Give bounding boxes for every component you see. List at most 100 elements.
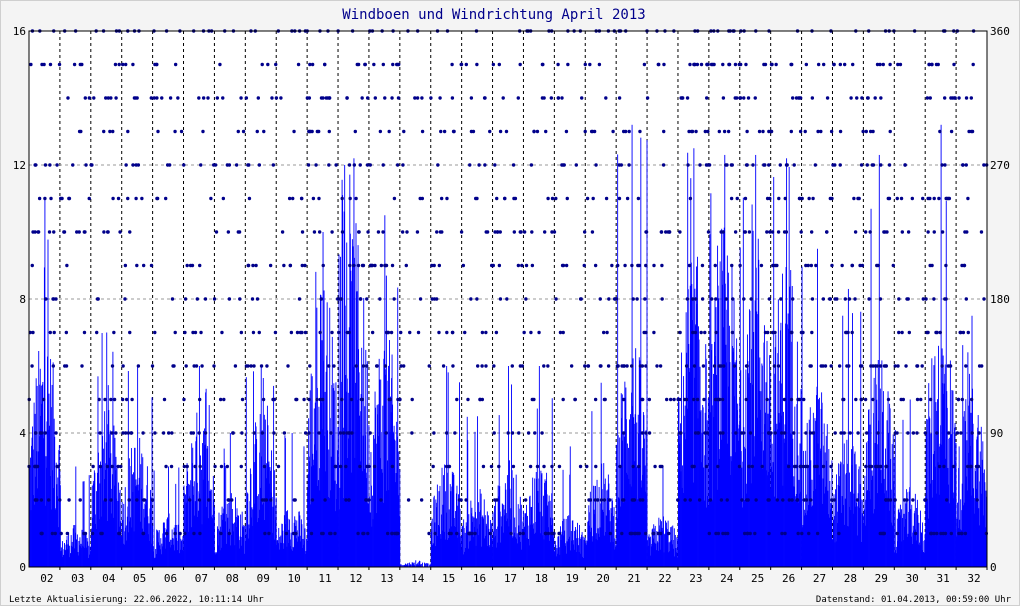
direction-point <box>150 364 155 368</box>
gust-bar <box>664 534 665 567</box>
gust-bar <box>695 266 697 567</box>
gust-bar <box>983 515 985 567</box>
gust-bar <box>716 489 718 567</box>
direction-point <box>57 62 62 67</box>
gust-bar <box>37 488 39 567</box>
gust-bar <box>760 391 762 567</box>
gust-bar <box>79 537 81 567</box>
gust-bar <box>476 518 477 567</box>
gust-bar <box>869 491 870 567</box>
direction-point <box>960 397 965 402</box>
direction-point <box>932 531 936 536</box>
gust-bar <box>211 489 213 567</box>
gust-bar <box>874 443 876 567</box>
direction-point <box>505 297 509 301</box>
direction-point <box>410 397 414 402</box>
direction-point <box>685 96 690 100</box>
gust-bar <box>444 464 446 567</box>
direction-point <box>970 129 975 134</box>
direction-point <box>662 62 666 67</box>
x-tick-label: 14 <box>411 572 425 585</box>
gust-bar <box>488 545 490 567</box>
gust-bar <box>646 140 648 567</box>
direction-point <box>837 531 841 536</box>
gust-bar <box>851 449 852 567</box>
gust-bar <box>265 463 267 567</box>
direction-point <box>269 498 273 502</box>
gust-bar <box>455 493 457 567</box>
gust-bar <box>673 528 675 567</box>
direction-point <box>735 196 739 201</box>
gust-bar <box>141 528 143 567</box>
gust-bar <box>312 459 314 567</box>
gust-bar <box>858 469 860 567</box>
direction-point <box>718 431 723 435</box>
direction-point <box>124 397 129 402</box>
gust-bar <box>472 516 474 567</box>
direction-point <box>389 330 394 335</box>
gust-bar <box>954 427 955 567</box>
gust-bar <box>859 484 861 567</box>
direction-point <box>785 163 789 167</box>
direction-point <box>83 230 87 234</box>
direction-point <box>119 464 123 469</box>
direction-point <box>92 96 96 100</box>
gust-bar <box>184 531 186 567</box>
gust-bar <box>905 518 907 567</box>
gust-bar <box>835 489 836 567</box>
gust-bar <box>128 532 130 567</box>
gust-bar <box>966 490 968 567</box>
gust-bar <box>44 198 46 567</box>
gust-bar <box>352 366 354 567</box>
gust-bar <box>608 510 610 567</box>
direction-point <box>511 163 516 167</box>
gust-bar <box>253 462 255 567</box>
gust-bar <box>487 546 489 567</box>
direction-point <box>829 129 834 134</box>
direction-point <box>360 96 364 100</box>
direction-point <box>807 196 811 201</box>
gust-bar <box>214 554 216 567</box>
gust-bar <box>314 402 316 567</box>
gust-bar <box>166 519 168 567</box>
x-tick-label: 06 <box>164 572 177 585</box>
gust-bar <box>665 527 667 567</box>
direction-point <box>160 96 164 100</box>
gust-bar <box>848 526 850 567</box>
direction-point <box>540 62 545 67</box>
direction-point <box>178 531 182 536</box>
direction-point <box>300 196 304 201</box>
direction-point <box>173 330 177 335</box>
gust-bar <box>313 408 315 567</box>
gust-bar <box>625 419 627 567</box>
gust-bar <box>361 364 363 567</box>
gust-bar <box>740 370 742 567</box>
direction-point <box>47 230 52 234</box>
gust-bar <box>173 544 175 567</box>
gust-bar <box>526 538 528 567</box>
direction-point <box>825 230 829 234</box>
gust-bar <box>299 541 301 567</box>
gust-bar <box>175 537 177 567</box>
direction-point <box>52 230 56 234</box>
gust-bar <box>117 534 118 567</box>
gust-bar <box>134 447 136 567</box>
direction-point <box>133 96 138 100</box>
gust-bar <box>970 412 972 567</box>
gust-bar <box>851 464 853 567</box>
gust-bar <box>276 544 278 567</box>
gust-bar <box>806 422 808 567</box>
gust-bar <box>969 401 971 567</box>
direction-point <box>311 196 316 201</box>
direction-point <box>149 96 153 100</box>
gust-bar <box>228 528 230 567</box>
gust-bar <box>517 504 519 567</box>
gust-bar <box>816 395 817 567</box>
gust-bar <box>449 528 451 567</box>
gust-bar <box>189 484 191 567</box>
gust-bar <box>498 415 500 567</box>
gust-bar <box>525 512 527 567</box>
gust-bar <box>708 393 710 567</box>
gust-bar <box>62 554 64 567</box>
direction-point <box>334 163 338 167</box>
